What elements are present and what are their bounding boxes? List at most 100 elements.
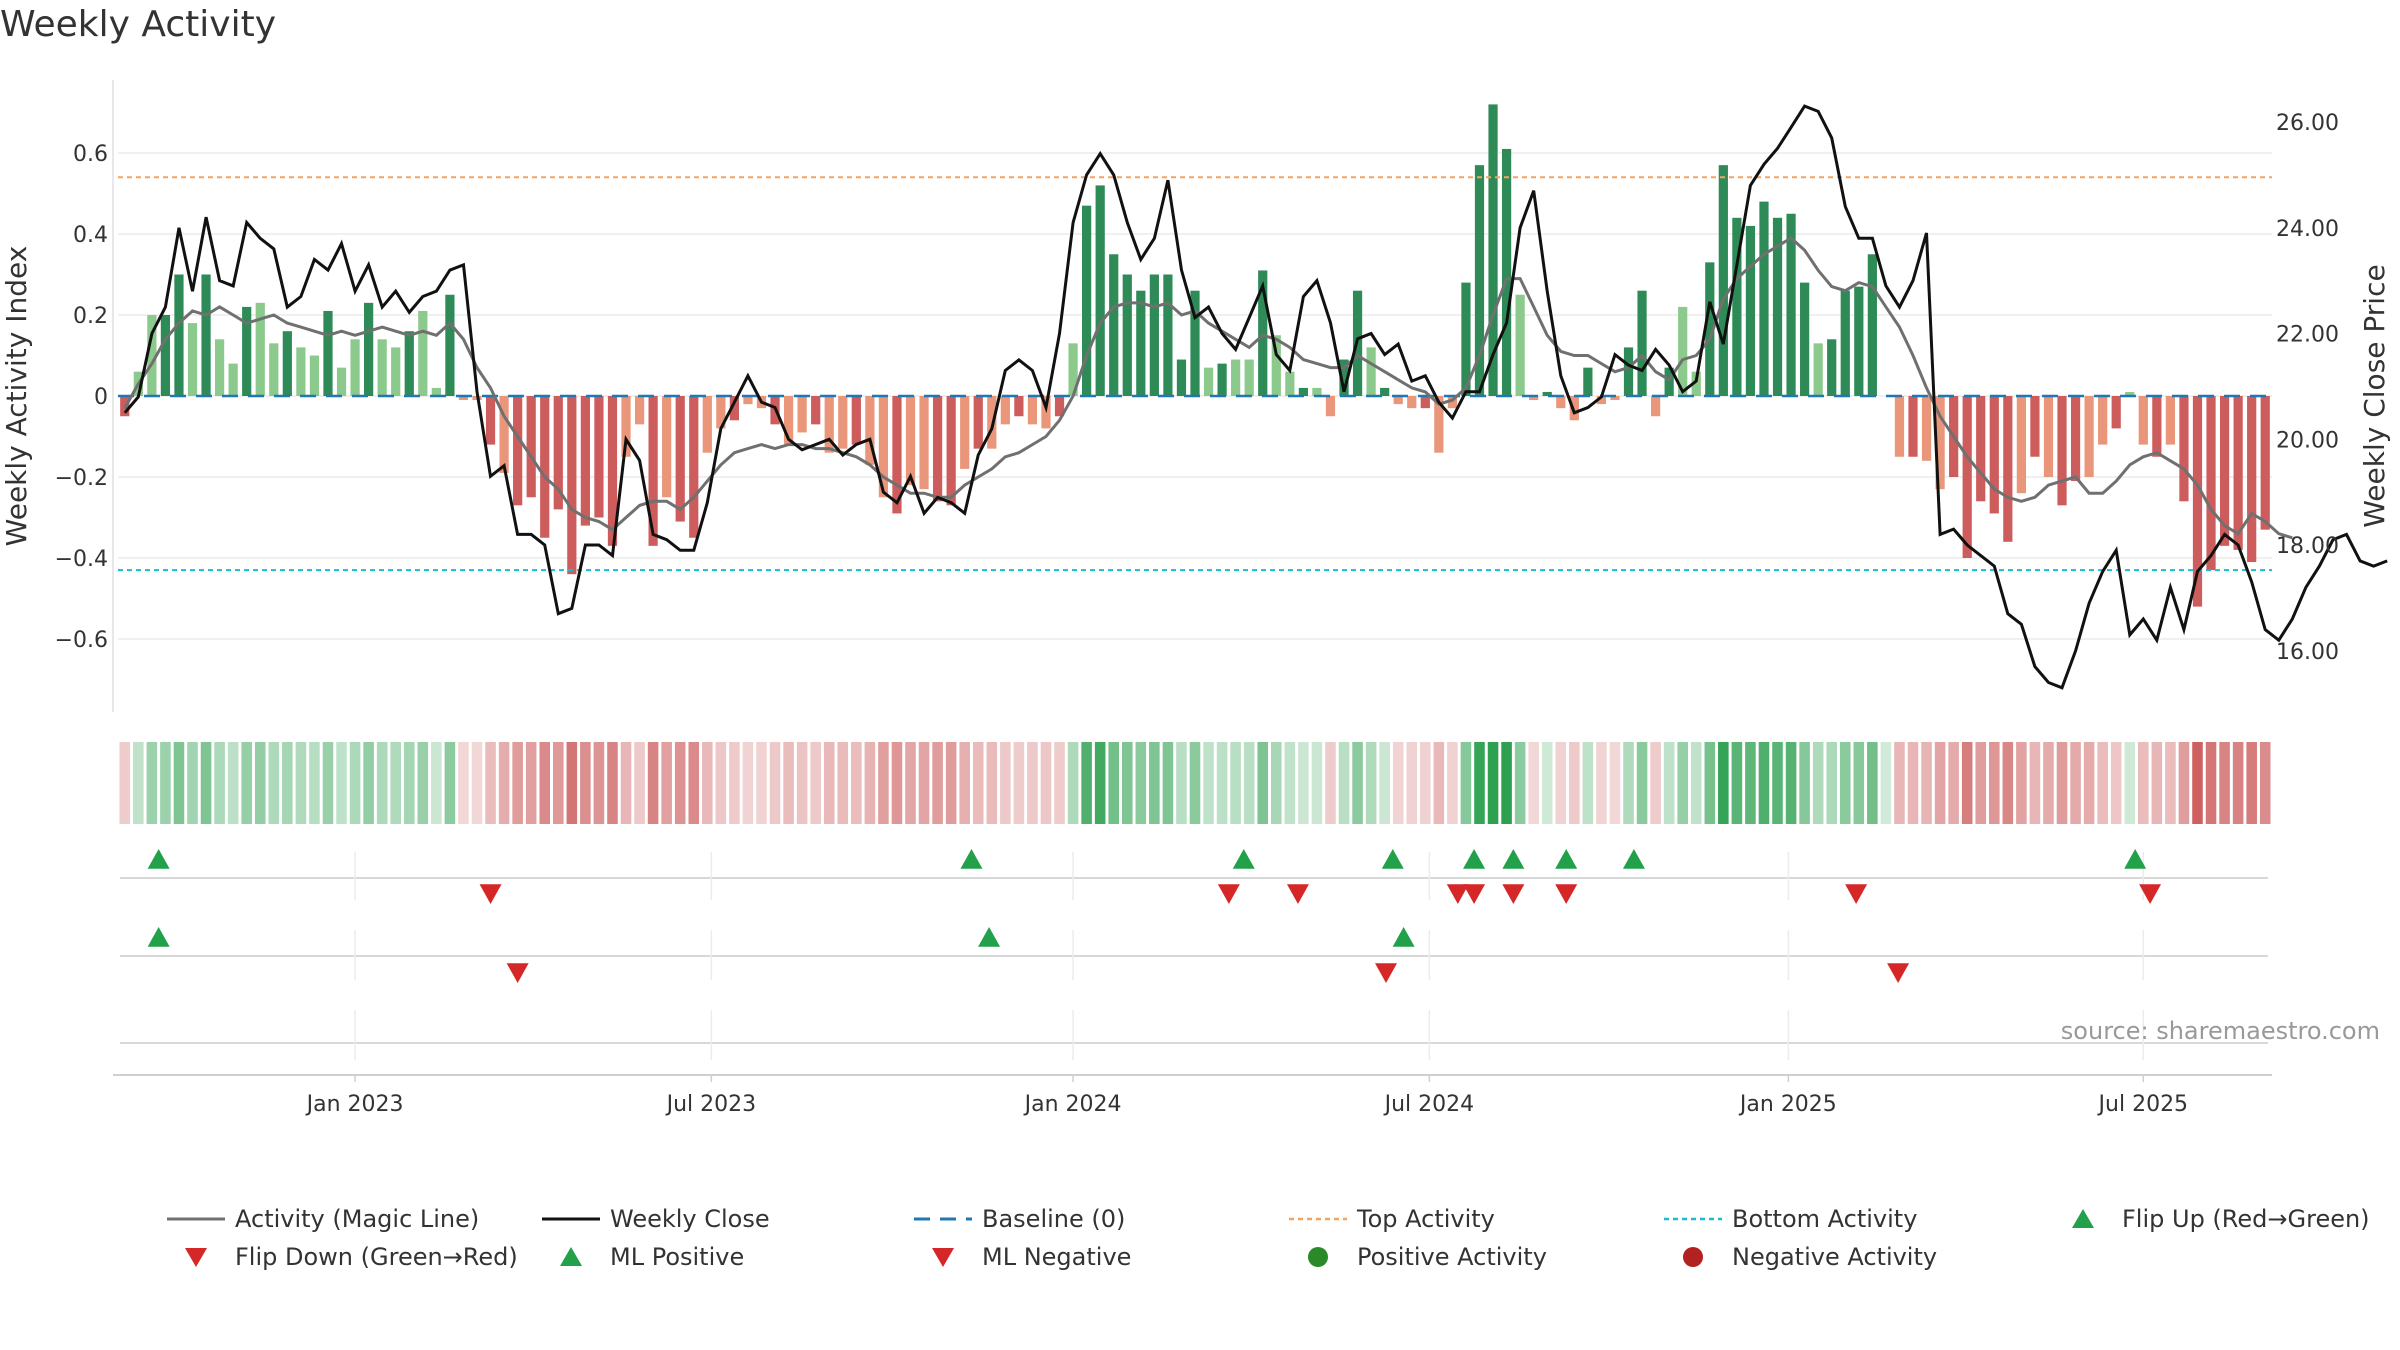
activity-bar: [851, 396, 861, 445]
heat-cell: [891, 742, 903, 824]
heat-cell: [2151, 742, 2163, 824]
activity-bar: [2016, 396, 2026, 494]
activity-bar: [526, 396, 536, 498]
activity-bar: [1813, 343, 1823, 396]
activity-bar: [377, 339, 387, 396]
heat-cell: [945, 742, 957, 824]
flip-down-marker: [1845, 884, 1868, 904]
activity-bar: [296, 347, 306, 396]
heat-cell: [309, 742, 320, 824]
heat-cell: [512, 742, 523, 824]
activity-bar: [1244, 359, 1254, 396]
activity-bar: [1718, 165, 1728, 396]
legend-swatch-icon: [2052, 1204, 2114, 1234]
ml-negative-marker: [1887, 963, 1910, 983]
heat-strip: [119, 742, 2271, 824]
heat-cell: [1907, 742, 1919, 824]
legend-item: Activity (Magic Line): [165, 1204, 479, 1234]
heat-cell: [2029, 742, 2041, 824]
activity-bar: [1759, 201, 1769, 396]
heat-cell: [1894, 742, 1905, 824]
heat-cell: [1162, 742, 1174, 824]
activity-bar: [1068, 343, 1078, 396]
activity-bar: [391, 347, 401, 396]
legend-item: Top Activity: [1287, 1204, 1495, 1234]
heat-cell: [458, 742, 469, 824]
heat-cell: [1325, 742, 1336, 824]
activity-bar: [1556, 396, 1566, 409]
ml-positive-marker: [1392, 927, 1415, 947]
heat-cell: [1311, 742, 1323, 824]
activity-bar: [946, 396, 956, 506]
heat-cell: [729, 742, 740, 824]
heat-cell: [322, 742, 334, 824]
heat-cell: [1528, 742, 1539, 824]
heat-cell: [2070, 742, 2081, 824]
activity-bar: [1122, 274, 1132, 396]
legend-label: ML Negative: [982, 1243, 1132, 1271]
activity-bar: [634, 396, 645, 425]
x-axis: Jan 2023 Jul 2023 Jan 2024 Jul 2024 Jan 2025…: [305, 1075, 2188, 1117]
heat-cell: [1284, 742, 1296, 824]
heat-cell: [1230, 742, 1241, 824]
activity-bar: [1569, 396, 1579, 421]
activity-bar: [1501, 148, 1512, 396]
heat-cell: [1013, 742, 1025, 824]
activity-bar: [1190, 290, 1200, 396]
heat-cell: [2192, 742, 2203, 824]
activity-bar: [1989, 396, 1999, 514]
lines-layer: [118, 104, 2388, 690]
activity-bar: [513, 396, 523, 506]
activity-bar: [1420, 396, 1430, 409]
activity-bar: [1732, 217, 1742, 396]
heat-cell: [1352, 742, 1363, 824]
heat-cell: [2246, 742, 2257, 824]
heat-cell: [187, 742, 198, 824]
activity-bar: [1312, 387, 1322, 396]
activity-bar: [567, 396, 577, 575]
heat-cell: [1433, 742, 1445, 824]
heat-cell: [1636, 742, 1648, 824]
activity-bar: [1082, 205, 1092, 396]
legend-swatch-icon: [1287, 1204, 1349, 1234]
legend-swatch-icon: [1662, 1204, 1724, 1234]
heat-cell: [1514, 742, 1526, 824]
activity-bar: [1149, 274, 1159, 396]
flip-up-marker: [147, 849, 170, 869]
heat-cell: [1948, 742, 1959, 824]
heat-cell: [580, 742, 591, 824]
activity-bar: [960, 396, 970, 469]
flip-down-marker: [1463, 884, 1486, 904]
heat-cell: [959, 742, 970, 824]
activity-bar: [2152, 396, 2162, 457]
flip-down-marker: [1286, 884, 1309, 904]
heat-cell: [1365, 742, 1377, 824]
activity-bar: [485, 396, 496, 445]
activity-bar: [201, 274, 211, 396]
activity-bar: [187, 323, 198, 396]
legend-swatch-icon: [165, 1204, 227, 1234]
ml-positive-marker: [147, 927, 170, 947]
heat-cell: [282, 742, 293, 824]
heat-cell: [1094, 742, 1106, 824]
flip-up-marker: [1232, 849, 1255, 869]
activity-bar: [1637, 290, 1647, 396]
activity-bar: [2003, 396, 2013, 542]
activity-bar: [2260, 396, 2270, 530]
legend-label: Positive Activity: [1357, 1243, 1547, 1271]
flip-up-marker: [960, 849, 983, 869]
heat-cell: [1338, 742, 1350, 824]
heat-cell: [2205, 742, 2217, 824]
legend-swatch-icon: [165, 1242, 227, 1272]
activity-bar: [1109, 254, 1119, 396]
y-tick-label: 0.4: [73, 223, 108, 248]
heat-cell: [634, 742, 645, 824]
x-tick-label: Jan 2025: [1738, 1092, 1837, 1117]
activity-bar: [1962, 396, 1972, 558]
activity-bar: [621, 396, 631, 457]
legend: Activity (Magic Line) Weekly Close Baselin…: [0, 1204, 2400, 1284]
flip-up-marker: [1555, 849, 1578, 869]
heat-cell: [363, 742, 374, 824]
heat-cell: [783, 742, 794, 824]
activity-bar: [1623, 347, 1634, 396]
